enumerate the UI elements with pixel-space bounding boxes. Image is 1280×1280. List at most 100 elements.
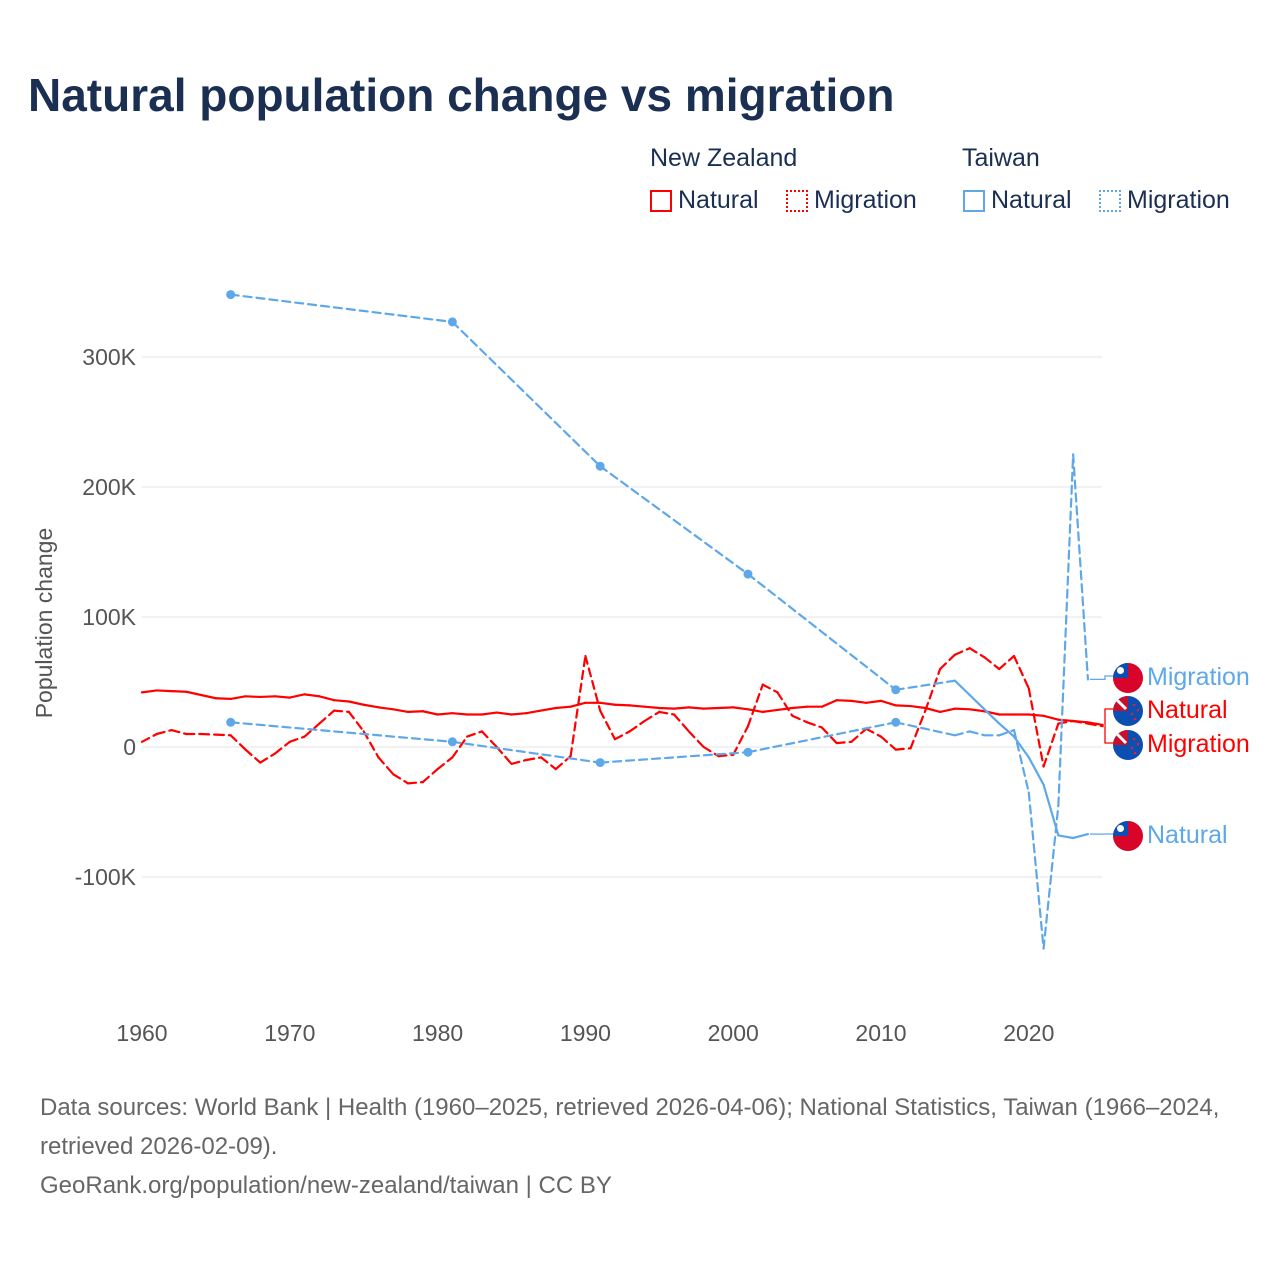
line-segment [628, 704, 646, 708]
line-segment [333, 709, 351, 714]
legend-nz-natural[interactable]: Natural [650, 186, 759, 215]
y-tick-label: 100K [82, 604, 136, 630]
line-segment [170, 728, 188, 736]
line-segment [894, 747, 912, 751]
legend-group-new-zealand: New Zealand [650, 144, 798, 172]
line-segment [377, 756, 395, 776]
line-segment [1027, 756, 1045, 786]
line-segment [732, 725, 750, 756]
legend-label: Migration [1127, 186, 1230, 214]
x-tick-label: 1970 [264, 1020, 315, 1046]
line-segment [436, 756, 454, 771]
line-segment [288, 693, 306, 699]
solid-swatch-icon [963, 189, 985, 212]
credit-link[interactable]: GeoRank.org/population/new-zealand/taiwa… [40, 1172, 612, 1199]
data-point[interactable] [226, 290, 236, 300]
label-connector [1104, 708, 1113, 726]
line-segment [672, 713, 690, 733]
line-segment [451, 740, 602, 764]
taiwan-flag-icon [1113, 821, 1143, 851]
dotted-swatch-icon [786, 189, 808, 212]
data-point[interactable] [447, 317, 457, 327]
new-zealand-flag-icon [1113, 696, 1143, 726]
y-tick-label: 300K [82, 344, 136, 370]
line-segment [865, 699, 883, 704]
line-segment [879, 699, 897, 707]
legend-tw-migration[interactable]: Migration [1099, 186, 1230, 215]
y-tick-label: -100K [75, 864, 137, 890]
line-segment [953, 707, 971, 711]
line-segment [1086, 721, 1104, 727]
data-point[interactable] [891, 717, 901, 727]
data-sources: Data sources: World Bank | Health (1960–… [40, 1094, 1220, 1160]
end-label: Natural [1147, 821, 1228, 849]
line-segment [584, 654, 602, 712]
data-point[interactable] [743, 747, 753, 757]
line-segment [599, 465, 750, 576]
legend-nz-migration[interactable]: Migration [786, 186, 917, 215]
line-segment [362, 730, 380, 759]
x-tick-label: 2020 [1003, 1020, 1054, 1046]
series-taiwan-migration [226, 453, 1090, 950]
line-segment [1012, 728, 1030, 794]
data-point[interactable] [891, 685, 901, 695]
line-segment [170, 689, 188, 693]
line-segment [421, 710, 439, 716]
data-point[interactable] [595, 758, 605, 768]
data-point[interactable] [743, 569, 753, 579]
line-segment [599, 701, 617, 706]
line-segment [288, 735, 306, 743]
line-segment [1027, 687, 1045, 768]
line-segment [939, 707, 957, 714]
line-segment [273, 740, 291, 755]
legend-group-taiwan: Taiwan [962, 144, 1040, 172]
end-label: Migration [1147, 663, 1250, 691]
line-segment [776, 706, 794, 712]
x-tick-label: 1990 [560, 1020, 611, 1046]
data-point[interactable] [226, 717, 236, 727]
line-segment [968, 693, 986, 711]
dotted-swatch-icon [1099, 189, 1121, 212]
line-segment [909, 709, 927, 750]
legend-label: Natural [678, 186, 759, 214]
line-segment [1012, 735, 1030, 759]
line-segment [244, 748, 262, 764]
line-segment [539, 756, 557, 771]
line-segment [392, 773, 410, 785]
line-segment [554, 705, 572, 710]
line-segment [983, 656, 1001, 671]
series-new-zealand-natural [140, 689, 1104, 727]
line-segment [318, 695, 336, 702]
line-segment [761, 683, 779, 694]
data-point[interactable] [595, 461, 605, 471]
line-segment [362, 703, 380, 709]
line-segment [717, 753, 735, 758]
line-segment [968, 730, 986, 737]
series-new-zealand-migration [140, 647, 1104, 785]
line-segment [835, 740, 853, 745]
solid-swatch-icon [650, 189, 672, 212]
line-segment [702, 706, 720, 710]
line-segment [1086, 722, 1104, 728]
x-tick-label: 2010 [855, 1020, 906, 1046]
data-point[interactable] [447, 737, 457, 747]
line-segment [525, 756, 543, 762]
line-segment [480, 711, 498, 716]
line-segment [451, 712, 469, 716]
y-tick-label: 0 [123, 734, 136, 760]
line-segment [1072, 719, 1090, 725]
line-segment [998, 722, 1016, 738]
legend-label: Natural [991, 186, 1072, 214]
line-segment [791, 705, 809, 710]
line-segment [805, 721, 823, 729]
taiwan-flag-icon [1113, 663, 1143, 693]
line-segment [318, 709, 336, 725]
x-tick-label: 1960 [116, 1020, 167, 1046]
legend-tw-natural[interactable]: Natural [963, 186, 1072, 215]
line-segment [953, 679, 971, 697]
x-tick-label: 2000 [708, 1020, 759, 1046]
line-segment [436, 712, 454, 716]
line-segment [998, 728, 1016, 737]
line-segment [643, 705, 661, 710]
